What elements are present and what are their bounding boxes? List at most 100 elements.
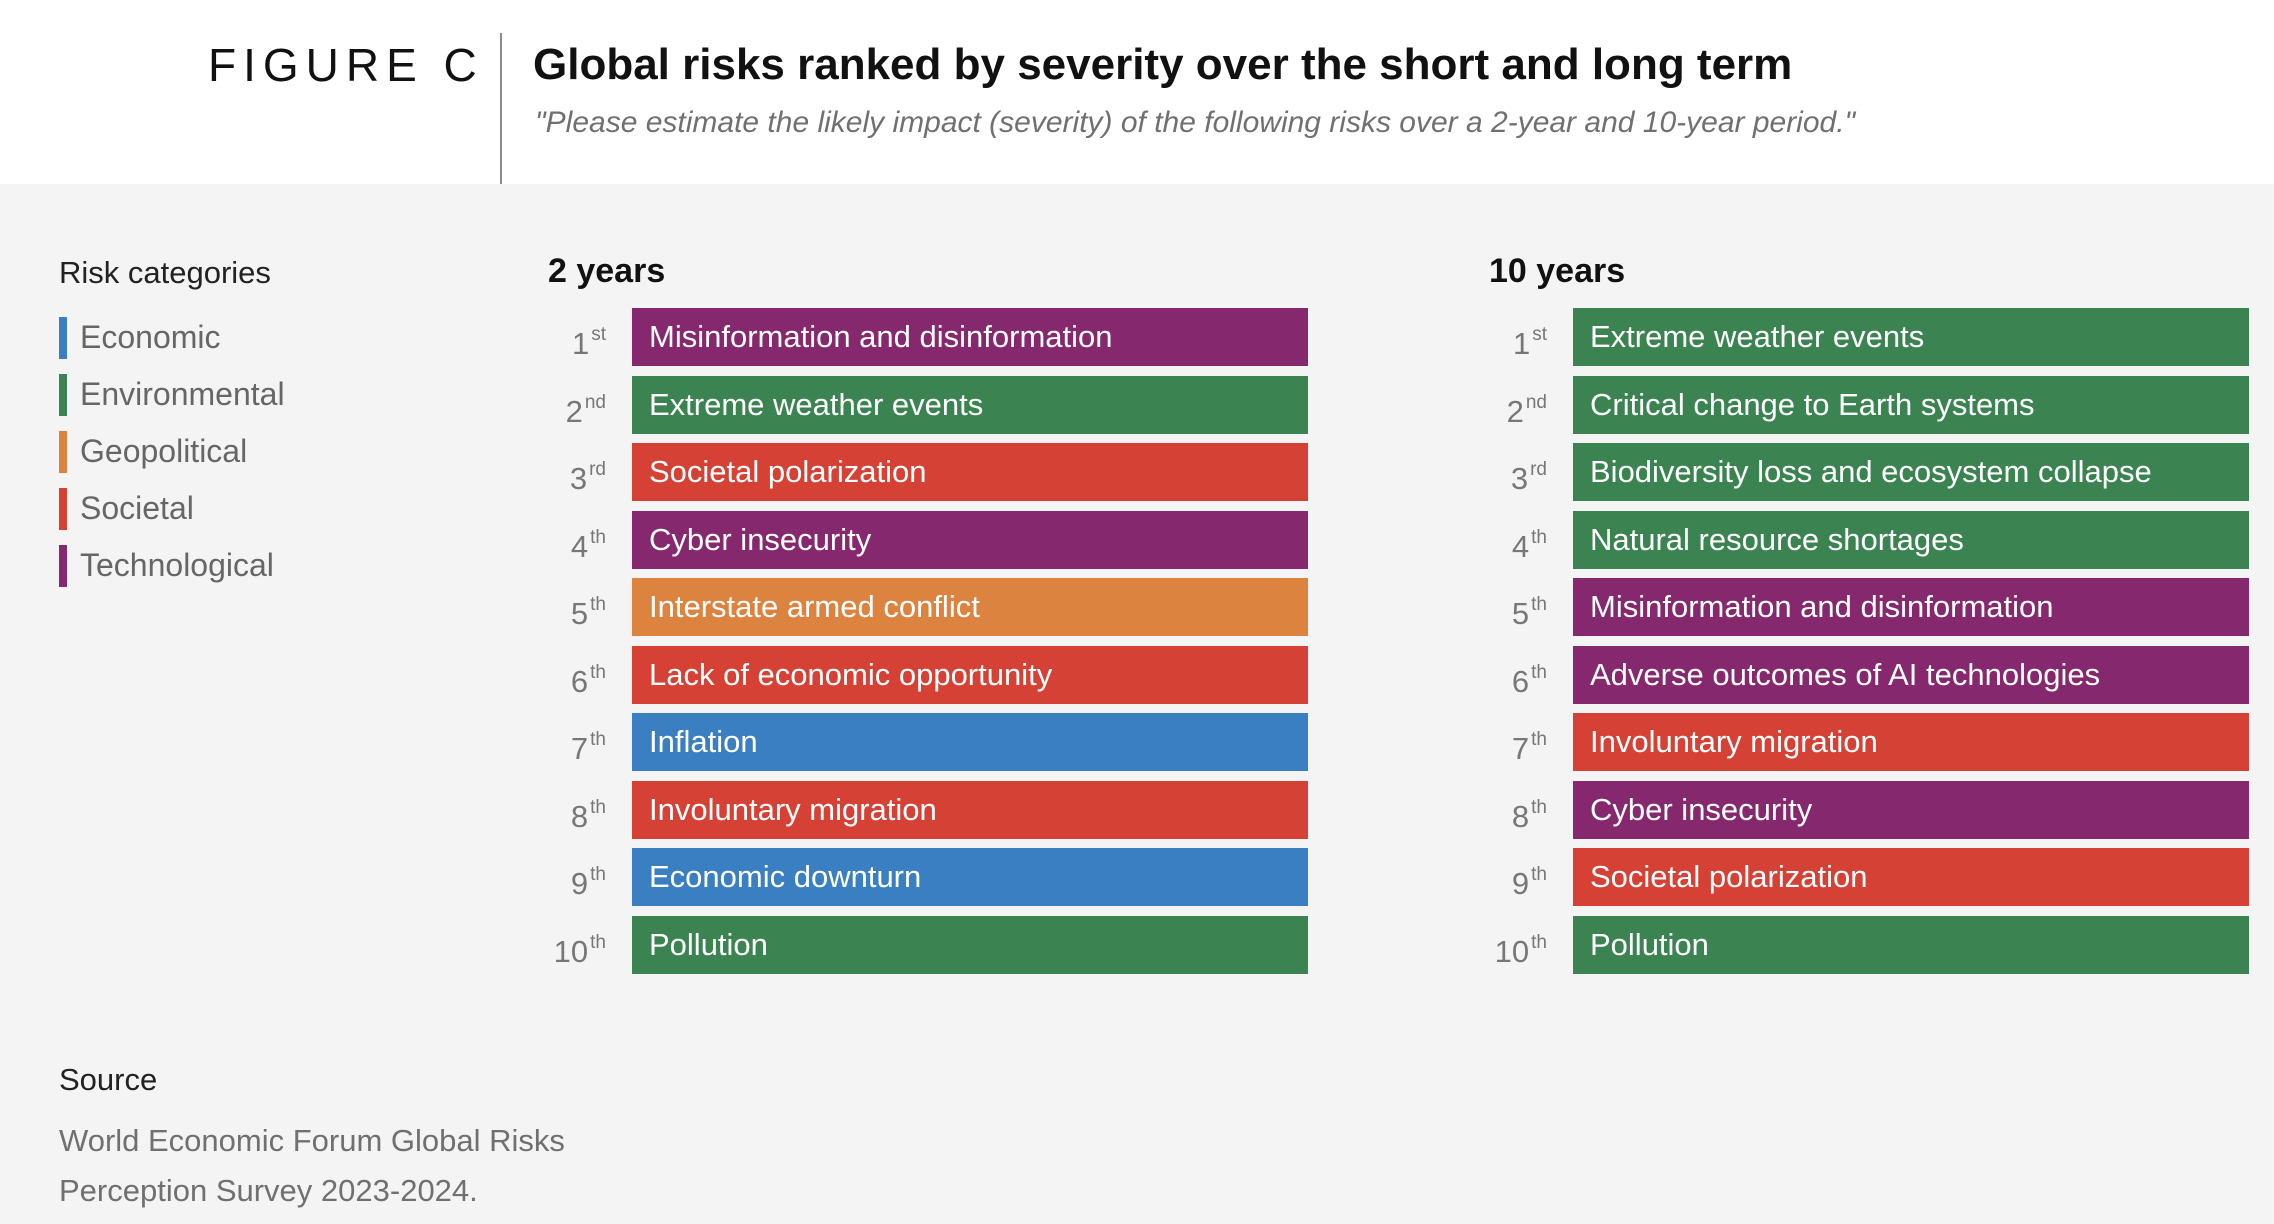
source-text: World Economic Forum Global Risks Percep… xyxy=(59,1123,565,1208)
rank-value: 9 xyxy=(1511,866,1530,901)
risk-bar-technological: Cyber insecurity xyxy=(632,510,1308,569)
chart-title: Global risks ranked by severity over the… xyxy=(533,40,1793,89)
risk-bar-economic: Inflation xyxy=(632,713,1308,771)
source-section: Source World Economic Forum Global Risks… xyxy=(59,1062,659,1216)
chart-subtitle: "Please estimate the likely impact (seve… xyxy=(535,106,1856,139)
rank-value: 9 xyxy=(570,866,589,901)
risk-label: Adverse outcomes of AI technologies xyxy=(1590,656,2101,692)
rank-suffix: th xyxy=(1531,796,1547,818)
risk-label: Critical change to Earth systems xyxy=(1590,386,2035,422)
rank-value: 4 xyxy=(1511,528,1530,564)
rank-suffix: th xyxy=(590,796,606,818)
rank-suffix: th xyxy=(1531,864,1547,885)
risk-label: Misinformation and disinformation xyxy=(649,319,1113,354)
rank-value: 5 xyxy=(570,596,589,631)
risk-bar-technological: Cyber insecurity xyxy=(1573,780,2249,839)
rank-suffix: rd xyxy=(1530,459,1547,480)
rank-suffix: nd xyxy=(1525,391,1547,413)
panel-title: 2 years xyxy=(548,252,666,290)
legend-item-societal: Societal xyxy=(59,480,285,537)
figure-label: FIGURE C xyxy=(208,39,484,91)
risk-label: Biodiversity loss and ecosystem collapse xyxy=(1590,454,2152,489)
legend-title: Risk categories xyxy=(59,255,271,290)
risk-bar-societal: Societal polarization xyxy=(632,443,1308,501)
rank-value: 1 xyxy=(1512,326,1531,361)
legend-items: Economic Environmental Geopolitical Societa… xyxy=(59,309,285,594)
legend-item-geopolitical: Geopolitical xyxy=(59,423,285,480)
risk-label: Economic downturn xyxy=(649,859,922,894)
risk-bar-environmental: Pollution xyxy=(632,915,1308,974)
risk-bar-environmental: Natural resource shortages xyxy=(1573,510,2249,569)
rank-value: 2 xyxy=(565,393,583,429)
rank-suffix: nd xyxy=(584,391,606,413)
rank-value: 5 xyxy=(1511,596,1530,631)
figure-header: FIGURE C Global risks ranked by severity… xyxy=(0,0,2274,184)
rank-value: 6 xyxy=(1511,663,1530,699)
rank-suffix: th xyxy=(1531,526,1547,548)
rank-suffix: th xyxy=(590,729,606,750)
rank-suffix: th xyxy=(1531,594,1547,615)
rank-suffix: th xyxy=(590,931,606,953)
rank-suffix: th xyxy=(1531,729,1547,750)
rank-suffix: th xyxy=(590,526,606,548)
legend-label: Technological xyxy=(80,547,274,583)
rank-suffix: th xyxy=(590,594,606,615)
risk-label: Pollution xyxy=(1590,926,1709,962)
rank-suffix: th xyxy=(1531,931,1547,953)
risk-bar-societal: Involuntary migration xyxy=(1573,713,2249,771)
legend-label: Environmental xyxy=(80,376,285,412)
legend-swatch xyxy=(59,316,67,359)
rank-suffix: th xyxy=(590,661,606,683)
risk-label: Inflation xyxy=(649,724,758,759)
rank-suffix: st xyxy=(1532,324,1547,345)
risk-bar-technological: Misinformation and disinformation xyxy=(632,308,1308,366)
rank-value: 8 xyxy=(570,798,589,834)
legend-item-environmental: Environmental xyxy=(59,366,285,423)
panel-title: 10 years xyxy=(1489,252,1626,290)
rank-value: 7 xyxy=(570,731,589,766)
header-divider xyxy=(500,33,502,184)
source-title: Source xyxy=(59,1062,158,1097)
risk-bar-environmental: Extreme weather events xyxy=(632,375,1308,434)
legend: Risk categories Economic Environmental Geo… xyxy=(59,255,285,594)
risk-label: Involuntary migration xyxy=(649,791,937,827)
risk-bar-geopolitical: Interstate armed conflict xyxy=(632,578,1308,636)
legend-label: Societal xyxy=(80,490,194,526)
risk-bar-environmental: Biodiversity loss and ecosystem collapse xyxy=(1573,443,2249,501)
rank-value: 2 xyxy=(1506,393,1524,429)
legend-swatch xyxy=(59,487,67,530)
risk-label: Cyber insecurity xyxy=(649,521,872,557)
rank-value: 4 xyxy=(570,528,589,564)
risk-label: Pollution xyxy=(649,926,768,962)
